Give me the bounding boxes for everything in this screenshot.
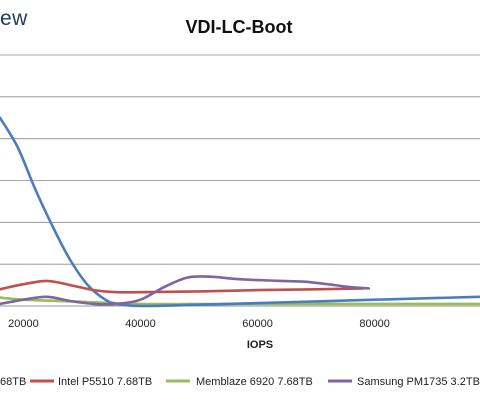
x-tick-label: 40000: [125, 318, 156, 330]
legend-label: Intel P5510 7.68TB: [58, 376, 152, 388]
gridlines: [0, 54, 480, 265]
legend-label: Memblaze 6920 7.68TB: [196, 376, 313, 388]
legend-label: 68TB: [0, 376, 26, 388]
series-line-68tb: [0, 116, 480, 308]
series-lines: [0, 116, 480, 308]
series-line-intel-p5510-7-68tb: [0, 279, 365, 294]
x-tick-label: 60000: [242, 318, 273, 330]
x-tick-label: 20000: [8, 318, 39, 330]
x-tick-label: 80000: [359, 318, 390, 330]
legend-label: Samsung PM1735 3.2TB: [357, 376, 480, 388]
legend: 68TB Intel P5510 7.68TB Memblaze 6920 7.68…: [0, 376, 480, 388]
x-axis-label: IOPS: [247, 339, 273, 351]
chart-title: VDI-LC-Boot: [186, 17, 293, 37]
x-tick-labels: 20000 40000 60000 80000: [8, 318, 390, 330]
series-line-samsung-pm1735-3-2tb: [0, 275, 371, 306]
logo-fragment: ew: [0, 7, 28, 30]
